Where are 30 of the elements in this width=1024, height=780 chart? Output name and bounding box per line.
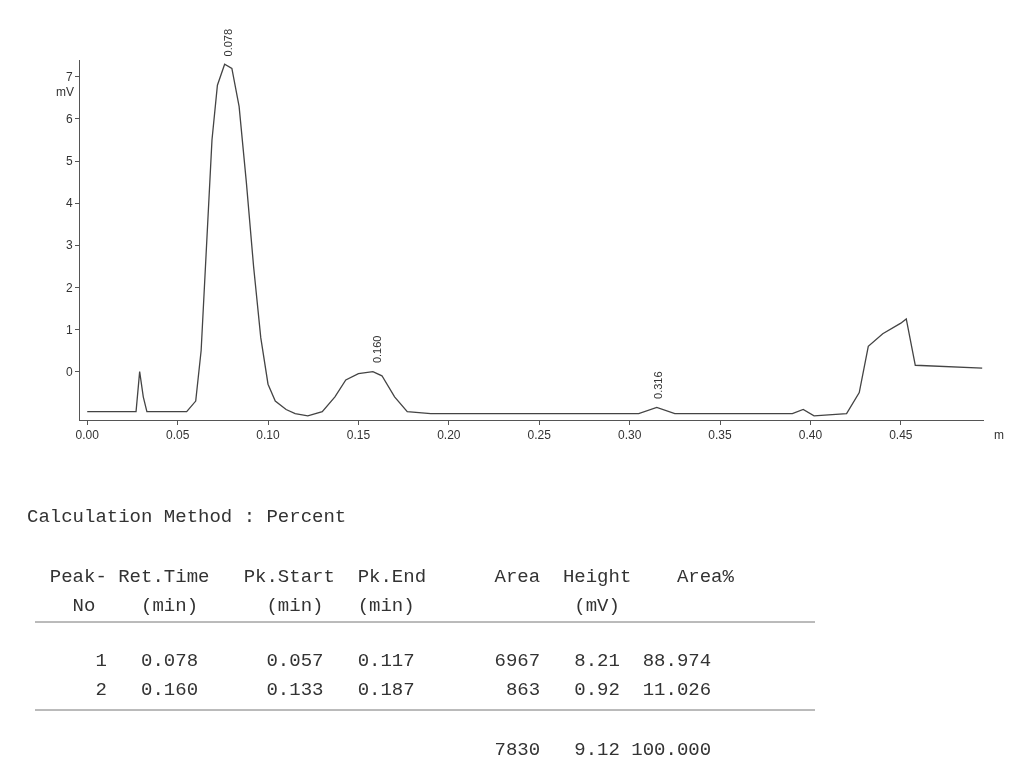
x-tick-label: 0.35 [708,428,733,443]
text: No (min) (min) (min) (mV) [27,595,620,617]
y-tick-label: 6 [65,112,73,127]
text: Peak- Ret.Time Pk.Start Pk.End Area Height Area% [27,566,735,588]
x-tick-label: 0.30 [617,428,642,443]
y-tick-label: 2 [65,280,73,295]
y-axis-title: mV [56,85,74,99]
x-tick-label: 0.25 [527,428,552,443]
annotation: 0.316 [652,371,665,399]
x-tick-label: 0.15 [346,428,371,443]
annotation: 0.160 [370,335,383,364]
text: 2 0.160 0.133 0.187 863 0.92 11.026 [27,679,712,701]
y-tick-label: 7 [65,70,73,85]
text: Calculation Method : Percent [27,506,347,528]
y-tick-label: 4 [65,196,73,211]
y-tick-label: 3 [65,238,73,253]
annotation: 0.078 [222,28,235,57]
x-tick-label: 0.05 [165,428,190,443]
y-tick-label: 0 [65,364,73,379]
y-tick-label: 1 [65,322,73,337]
x-tick-label: 0.45 [889,428,913,443]
x-tick-label: 0.40 [798,428,823,443]
text: 1 0.078 0.057 0.117 6967 8.21 88.974 [27,650,712,672]
x-tick-label: 0.10 [256,428,281,443]
x-tick-label: 0.20 [437,428,461,443]
y-tick-label: 5 [65,154,73,169]
line-series [86,63,983,417]
text: 7830 9.12 100.000 [27,739,712,761]
x-axis-title: m [994,428,1004,442]
x-tick-label: 0.00 [75,428,100,443]
